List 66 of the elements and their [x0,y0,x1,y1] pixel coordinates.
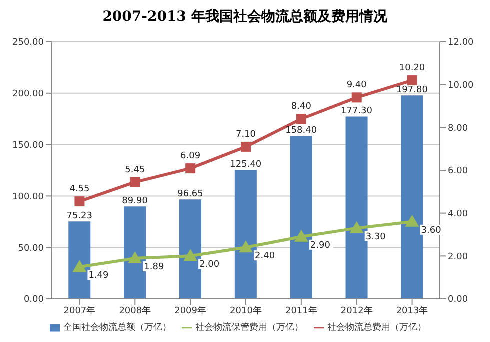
point [296,114,306,124]
bar [179,200,202,299]
point [184,249,198,262]
data-label: 2.90 [310,240,331,251]
data-label: 125.40 [230,160,262,170]
point [407,76,418,86]
data-label: 75.23 [66,212,93,222]
data-label: 197.80 [396,86,428,96]
data-label: 5.45 [125,165,146,176]
data-label: 10.20 [399,64,426,74]
y-tick-label: 0.00 [24,295,44,306]
point [186,164,196,174]
x-tick-label: 2012年 [340,305,373,316]
data-label: 3.60 [421,226,442,236]
point [350,221,364,234]
bar [124,206,146,299]
data-label: 177.30 [341,106,373,117]
data-label: 2.40 [255,252,276,262]
point [128,252,142,264]
y2-tick-label: 4.00 [448,210,468,220]
point [405,214,420,227]
point [241,142,251,152]
legend-label: 全国社会物流总额（万亿） [64,323,172,333]
y-tick-label: 100.00 [12,192,44,202]
y2-tick-label: 0.00 [448,295,468,306]
data-label: 2.00 [200,260,220,270]
data-label: 1.49 [88,271,110,282]
bar [68,222,91,299]
y2-tick-label: 6.00 [448,166,468,177]
point [239,240,253,253]
x-tick-label: 2008年 [119,305,152,316]
data-label: 3.30 [366,232,386,242]
y2-tick-label: 2.00 [448,252,468,262]
y-tick-label: 200.00 [12,90,44,100]
x-tick-label: 2007年 [64,305,96,316]
legend-label: 社会物流保管费用（万亿） [196,323,304,333]
y2-tick-label: 8.00 [448,124,468,134]
y-tick-label: 50.00 [18,244,44,254]
point [74,196,85,207]
y2-tick-label: 10.00 [448,81,474,92]
y-tick-label: 250.00 [12,38,44,48]
bar [290,136,312,299]
data-label: 4.55 [70,184,90,195]
data-label: 89.90 [122,196,148,207]
chart-title: 2007-2013 年我国社会物流总额及费用情况 [102,8,388,27]
data-label: 9.40 [346,80,368,91]
point [72,260,87,272]
bar [346,116,368,299]
point [352,92,362,103]
data-label: 96.65 [178,190,204,200]
x-tick-label: 2013年 [396,305,428,316]
data-label: 158.40 [286,126,318,136]
bar [401,96,424,299]
x-tick-label: 2011年 [285,305,318,316]
legend-label: 社会物流总费用（万亿） [328,323,426,333]
bar [234,170,257,299]
point [294,230,308,242]
data-label: 7.10 [236,130,256,140]
point [130,177,140,188]
y-tick-label: 150.00 [12,140,44,151]
x-tick-label: 2009年 [174,305,207,316]
y2-tick-label: 12.00 [448,38,474,48]
data-label: 1.89 [144,262,164,273]
x-tick-label: 2010年 [230,305,262,316]
data-label: 6.09 [180,152,201,162]
data-label: 8.40 [291,102,312,112]
